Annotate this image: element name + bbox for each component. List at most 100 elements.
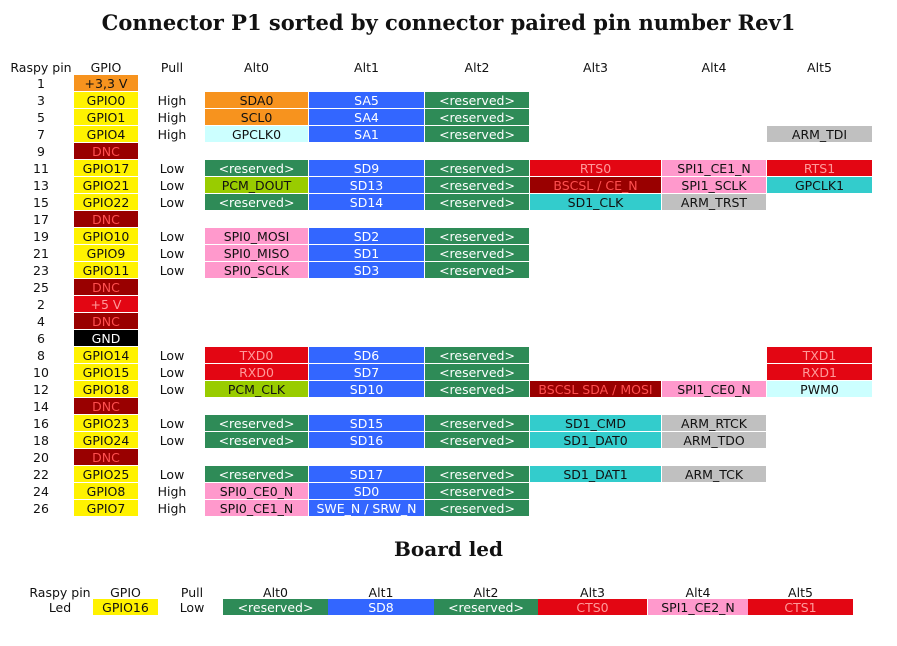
pin-number: 7 <box>5 126 77 143</box>
alt2-cell: <reserved> <box>425 415 529 432</box>
pin-number: 21 <box>5 245 77 262</box>
alt0-cell: SPI0_MISO <box>205 245 308 262</box>
alt1-cell: SD0 <box>309 483 424 500</box>
alt1-cell: SA1 <box>309 126 424 143</box>
alt0-cell: PCM_DOUT <box>205 177 308 194</box>
alt2-cell: <reserved> <box>434 599 538 616</box>
alt4-cell: ARM_TDO <box>662 432 766 449</box>
gpio-cell: GPIO1 <box>74 109 138 126</box>
header-raspy-pin: Raspy pin <box>5 59 77 76</box>
alt0-cell: <reserved> <box>205 194 308 211</box>
header-pull: Pull <box>163 584 221 601</box>
alt0-cell: PCM_CLK <box>205 381 308 398</box>
gpio-cell: GPIO7 <box>74 500 138 517</box>
alt2-cell: <reserved> <box>425 466 529 483</box>
alt2-cell: <reserved> <box>425 483 529 500</box>
pin-number: 20 <box>5 449 77 466</box>
gpio-cell: DNC <box>74 279 138 296</box>
alt1-cell: SWE_N / SRW_N <box>309 500 424 517</box>
gpio-cell: GPIO16 <box>93 599 158 616</box>
pin-number: 26 <box>5 500 77 517</box>
alt1-cell: SD17 <box>309 466 424 483</box>
pull-cell: High <box>143 92 201 109</box>
pull-cell: High <box>143 126 201 143</box>
alt0-cell: SPI0_MOSI <box>205 228 308 245</box>
header-pull: Pull <box>143 59 201 76</box>
pin-number: 9 <box>5 143 77 160</box>
gpio-cell: GPIO11 <box>74 262 138 279</box>
alt0-cell: SPI0_SCLK <box>205 262 308 279</box>
alt4-cell: SPI1_SCLK <box>662 177 766 194</box>
alt3-cell: RTS0 <box>530 160 661 177</box>
alt2-cell: <reserved> <box>425 160 529 177</box>
gpio-cell: GPIO10 <box>74 228 138 245</box>
pull-cell: Low <box>143 364 201 381</box>
alt2-cell: <reserved> <box>425 432 529 449</box>
gpio-cell: DNC <box>74 211 138 228</box>
pin-number: 3 <box>5 92 77 109</box>
gpio-cell: GND <box>74 330 138 347</box>
alt2-cell: <reserved> <box>425 381 529 398</box>
alt4-cell: SPI1_CE1_N <box>662 160 766 177</box>
gpio-cell: GPIO0 <box>74 92 138 109</box>
pin-number: 11 <box>5 160 77 177</box>
alt5-cell: PWM0 <box>767 381 872 398</box>
gpio-cell: GPIO21 <box>74 177 138 194</box>
pin-number: 8 <box>5 347 77 364</box>
page-title: Connector P1 sorted by connector paired … <box>101 10 796 35</box>
gpio-cell: GPIO25 <box>74 466 138 483</box>
alt0-cell: RXD0 <box>205 364 308 381</box>
header-alt5: Alt5 <box>767 59 872 76</box>
alt1-cell: SD8 <box>328 599 434 616</box>
pin-number: 15 <box>5 194 77 211</box>
pull-cell: Low <box>143 194 201 211</box>
alt3-cell: BSCSL SDA / MOSI <box>530 381 661 398</box>
alt1-cell: SD2 <box>309 228 424 245</box>
alt5-cell: ARM_TDI <box>767 126 872 143</box>
pin-number: 10 <box>5 364 77 381</box>
pin-number: Led <box>22 599 98 616</box>
alt2-cell: <reserved> <box>425 347 529 364</box>
pull-cell: Low <box>143 177 201 194</box>
pin-number: 25 <box>5 279 77 296</box>
alt3-cell: SD1_CMD <box>530 415 661 432</box>
gpio-cell: GPIO22 <box>74 194 138 211</box>
alt5-cell: RTS1 <box>767 160 872 177</box>
header-alt2: Alt2 <box>425 59 529 76</box>
pull-cell: Low <box>143 381 201 398</box>
pull-cell: Low <box>143 160 201 177</box>
alt2-cell: <reserved> <box>425 228 529 245</box>
alt0-cell: GPCLK0 <box>205 126 308 143</box>
alt2-cell: <reserved> <box>425 245 529 262</box>
alt3-cell: SD1_CLK <box>530 194 661 211</box>
alt1-cell: SA4 <box>309 109 424 126</box>
gpio-cell: DNC <box>74 449 138 466</box>
pin-number: 23 <box>5 262 77 279</box>
gpio-cell: GPIO23 <box>74 415 138 432</box>
pin-number: 4 <box>5 313 77 330</box>
pull-cell: High <box>143 483 201 500</box>
alt4-cell: SPI1_CE0_N <box>662 381 766 398</box>
pin-number: 5 <box>5 109 77 126</box>
alt0-cell: <reserved> <box>223 599 328 616</box>
alt1-cell: SD13 <box>309 177 424 194</box>
pin-number: 17 <box>5 211 77 228</box>
alt1-cell: SD6 <box>309 347 424 364</box>
pin-number: 13 <box>5 177 77 194</box>
alt5-cell: RXD1 <box>767 364 872 381</box>
gpio-cell: GPIO24 <box>74 432 138 449</box>
alt1-cell: SD10 <box>309 381 424 398</box>
alt0-cell: SPI0_CE1_N <box>205 500 308 517</box>
alt1-cell: SD7 <box>309 364 424 381</box>
board-led-title: Board led <box>394 537 503 561</box>
pin-number: 24 <box>5 483 77 500</box>
pull-cell: Low <box>143 262 201 279</box>
gpio-cell: +5 V <box>74 296 138 313</box>
alt2-cell: <reserved> <box>425 194 529 211</box>
pin-number: 6 <box>5 330 77 347</box>
pin-number: 19 <box>5 228 77 245</box>
alt1-cell: SA5 <box>309 92 424 109</box>
alt2-cell: <reserved> <box>425 109 529 126</box>
alt2-cell: <reserved> <box>425 177 529 194</box>
